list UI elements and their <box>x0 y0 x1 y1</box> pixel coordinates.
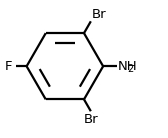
Text: NH: NH <box>117 60 137 73</box>
Text: F: F <box>5 60 12 73</box>
Text: Br: Br <box>92 8 106 21</box>
Text: 2: 2 <box>127 64 134 74</box>
Text: Br: Br <box>83 113 98 126</box>
